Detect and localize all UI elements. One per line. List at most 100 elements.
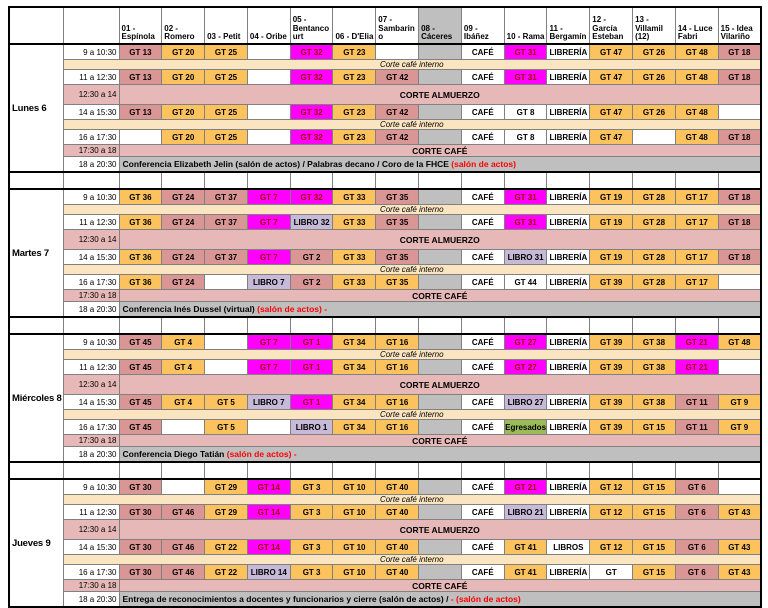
session-cell: GT 33: [332, 274, 377, 290]
session-cell: [161, 419, 206, 435]
session-cell: GT 26: [632, 69, 676, 85]
time-label: 16 a 17:30: [62, 129, 120, 145]
session-cell: CAFÉ: [460, 69, 505, 85]
session-cell: GT 46: [161, 539, 206, 555]
session-cell: GT 10: [332, 564, 377, 580]
table-row: 11 a 12:30 GT 36 GT 24 GT 37 GT 7 LIBRO 32 GT …: [9, 214, 762, 230]
session-cell: LIBRERÍA: [546, 394, 591, 410]
session-cell: [418, 478, 462, 495]
session-cell: GT 30: [118, 564, 163, 580]
session-cell: GT 14: [246, 539, 291, 555]
session-cell: GT 5: [204, 394, 248, 410]
spacer-cell: [118, 171, 163, 190]
session-cell: GT 13: [118, 104, 163, 120]
session-cell: GT 38: [632, 394, 676, 410]
column-header: 02 - Romero: [161, 6, 206, 45]
spacer-cell: [62, 171, 120, 190]
conference-text-segment: Entrega de reconocimientos a docentes y …: [122, 594, 451, 604]
spacer-cell: [418, 316, 462, 335]
session-cell: GT 18: [717, 249, 762, 265]
spacer-cell: [632, 461, 676, 480]
session-cell: GT 19: [589, 249, 634, 265]
table-row: 11 a 12:30 GT 13 GT 20 GT 25 GT 32 GT 23 GT 42…: [9, 69, 762, 85]
session-cell: [717, 359, 762, 375]
session-cell: [418, 43, 462, 60]
table-row: 18 a 20:30 Conferencia Inés Dussel (virtu…: [9, 301, 762, 318]
table-row: 16 a 17:30 GT 20 GT 25 GT 32 GT 23 GT 42 CAFÉ G…: [9, 129, 762, 145]
session-cell: LIBRERÍA: [546, 333, 591, 350]
time-label: 9 a 10:30: [62, 188, 120, 205]
session-cell: GT 18: [717, 214, 762, 230]
session-cell: GT 17: [674, 188, 719, 205]
session-cell: GT 31: [503, 69, 548, 85]
table-row: 18 a 20:30 Conferencia Elizabeth Jelin (s…: [9, 156, 762, 173]
conference-cell: Conferencia Elizabeth Jelin (salón de ac…: [118, 156, 762, 173]
time-label: 14 a 15:30: [62, 249, 120, 265]
table-row: 17:30 a 18 CORTE CAFÉ: [9, 434, 762, 447]
session-cell: GT 44: [503, 274, 548, 290]
session-cell: GT 15: [632, 478, 676, 495]
session-cell: GT 17: [674, 249, 719, 265]
table-row: 14 a 15:30 GT 13 GT 20 GT 25 GT 32 GT 23 GT 42…: [9, 104, 762, 120]
session-cell: GT 6: [674, 539, 719, 555]
session-cell: LIBRERÍA: [546, 249, 591, 265]
column-header: 08 - Cáceres: [418, 6, 462, 45]
session-cell: GT 24: [161, 214, 206, 230]
spacer-cell: [717, 316, 762, 335]
session-cell: GT 13: [118, 69, 163, 85]
column-header: 04 - Oribe: [246, 6, 291, 45]
spacer-cell: [375, 171, 420, 190]
session-cell: GT 1: [289, 333, 334, 350]
session-cell: GT 20: [161, 104, 206, 120]
table-row: Corte café interno: [9, 554, 762, 565]
session-cell: GT 10: [332, 478, 377, 495]
spacer-row: [8, 461, 762, 480]
session-cell: GT 47: [589, 129, 634, 145]
spacer-cell: [632, 171, 676, 190]
session-cell: GT 6: [674, 478, 719, 495]
session-cell: GT 28: [632, 214, 676, 230]
table-row: 16 a 17:30 GT 30 GT 46 GT 22 LIBRO 14 GT 3 GT …: [9, 564, 762, 580]
session-cell: CAFÉ: [460, 188, 505, 205]
spacer-row: [8, 171, 762, 190]
session-cell: [418, 188, 462, 205]
table-row: 16 a 17:30 GT 45 GT 5 LIBRO 1 GT 34 GT 16 CAFÉ…: [9, 419, 762, 435]
session-cell: LIBRERÍA: [546, 104, 591, 120]
session-cell: GT 40: [375, 478, 420, 495]
session-cell: GT 16: [375, 419, 420, 435]
schedule-table: 01 - Espínola 02 - Romero 03 - Petit 04 - O…: [8, 6, 762, 608]
session-cell: LIBRO 31: [503, 249, 548, 265]
spacer-cell: [204, 316, 248, 335]
session-cell: GT 48: [717, 333, 762, 350]
session-cell: GT 48: [674, 104, 719, 120]
day-label: Lunes 6: [8, 43, 64, 173]
session-cell: GT 1: [289, 359, 334, 375]
session-cell: GT 14: [246, 504, 291, 520]
session-cell: GT 43: [717, 539, 762, 555]
session-cell: GT 36: [118, 249, 163, 265]
session-cell: GT 32: [289, 129, 334, 145]
session-cell: GT 7: [246, 214, 291, 230]
session-cell: GT 38: [632, 359, 676, 375]
spacer-cell: [503, 461, 548, 480]
spacer-cell: [460, 171, 505, 190]
break-label: CORTE ALMUERZO: [118, 84, 762, 105]
session-cell: [418, 249, 462, 265]
session-cell: GT 4: [161, 394, 206, 410]
conference-text-segment: - (salón de actos): [450, 594, 521, 604]
spacer-cell: [161, 461, 206, 480]
session-cell: GT 27: [503, 359, 548, 375]
session-cell: GT 35: [375, 249, 420, 265]
session-cell: CAFÉ: [460, 504, 505, 520]
session-cell: GT 3: [289, 564, 334, 580]
table-row: Corte café interno: [9, 59, 762, 70]
day-label: Martes 7: [8, 188, 64, 318]
table-row: 17:30 a 18 CORTE CAFÉ: [9, 144, 762, 157]
session-cell: [418, 104, 462, 120]
break-label: CORTE CAFÉ: [118, 289, 762, 302]
session-cell: GT 43: [717, 504, 762, 520]
session-cell: [246, 104, 291, 120]
table-row: 14 a 15:30 GT 30 GT 46 GT 22 GT 14 GT 3 GT 10 G…: [9, 539, 762, 555]
